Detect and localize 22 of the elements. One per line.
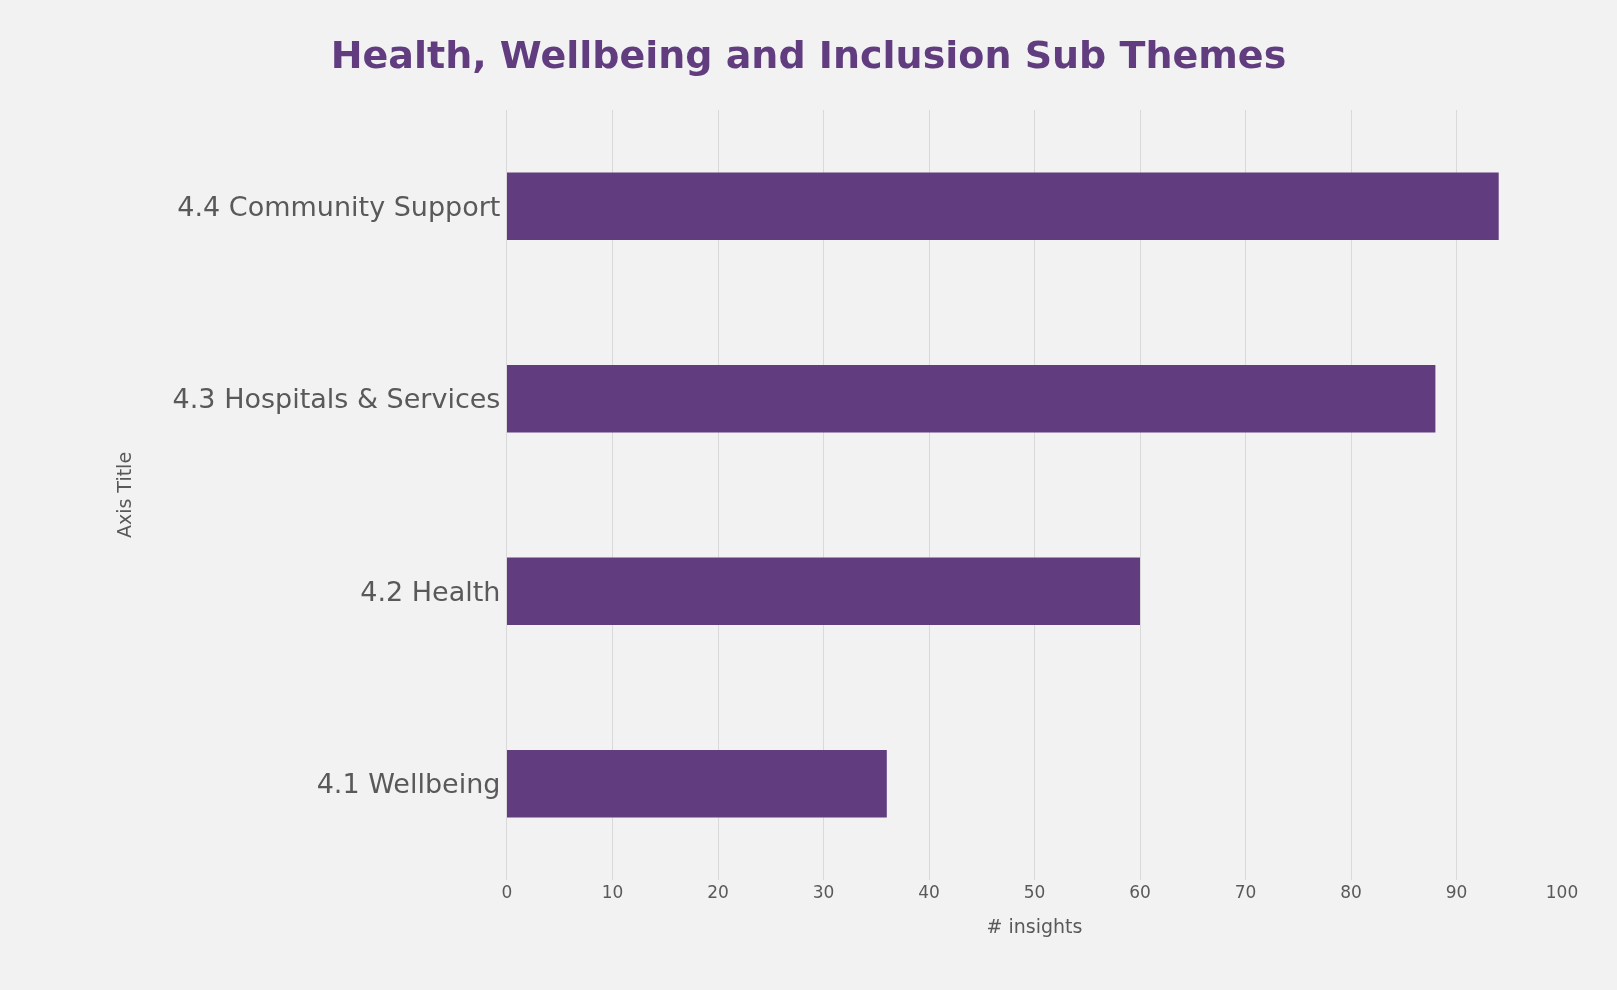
x-tick-label: 60 [1129,882,1151,902]
chart-title: Health, Wellbeing and Inclusion Sub Themes [330,32,1287,77]
x-tick-label: 0 [501,882,513,902]
y-axis-title: Axis Title [113,451,136,539]
x-tick-label: 80 [1340,882,1362,902]
y-tick-label: 4.2 Health [360,575,501,607]
x-tick-label: 10 [601,882,624,902]
y-tick-label: 4.1 Wellbeing [316,768,501,800]
x-tick-label: 40 [918,882,940,902]
y-tick-label: 4.4 Community Support [177,190,501,222]
x-tick-label: 70 [1234,882,1257,902]
x-tick-label: 20 [707,882,729,902]
bar [507,750,887,818]
bar [507,172,1499,240]
x-tick-label: 90 [1445,882,1468,902]
y-tick-label: 4.3 Hospitals & Services [172,383,501,415]
bar [507,557,1140,625]
x-axis-title: # insights [986,914,1083,937]
bar [507,365,1436,433]
x-tick-label: 100 [1545,882,1579,902]
x-tick-label: 50 [1023,882,1046,902]
x-tick-label: 30 [812,882,835,902]
